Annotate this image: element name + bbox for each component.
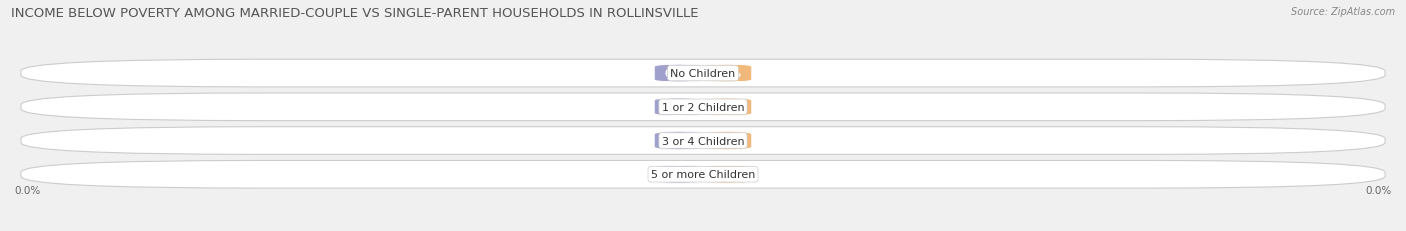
Text: 0.0%: 0.0% [713, 170, 741, 179]
FancyBboxPatch shape [703, 65, 751, 82]
Text: 0.0%: 0.0% [713, 136, 741, 146]
Text: No Children: No Children [671, 69, 735, 79]
Text: 0.0%: 0.0% [713, 102, 741, 112]
FancyBboxPatch shape [703, 166, 751, 183]
FancyBboxPatch shape [21, 127, 1385, 155]
Text: INCOME BELOW POVERTY AMONG MARRIED-COUPLE VS SINGLE-PARENT HOUSEHOLDS IN ROLLINS: INCOME BELOW POVERTY AMONG MARRIED-COUPL… [11, 7, 699, 20]
Text: 0.0%: 0.0% [665, 102, 693, 112]
Text: 3 or 4 Children: 3 or 4 Children [662, 136, 744, 146]
Text: 5 or more Children: 5 or more Children [651, 170, 755, 179]
Text: 0.0%: 0.0% [14, 185, 41, 195]
FancyBboxPatch shape [703, 99, 751, 116]
Text: 0.0%: 0.0% [665, 170, 693, 179]
FancyBboxPatch shape [21, 161, 1385, 188]
FancyBboxPatch shape [21, 60, 1385, 88]
Text: 1 or 2 Children: 1 or 2 Children [662, 102, 744, 112]
Text: 0.0%: 0.0% [665, 136, 693, 146]
Text: 0.0%: 0.0% [1365, 185, 1392, 195]
FancyBboxPatch shape [655, 132, 703, 150]
FancyBboxPatch shape [655, 166, 703, 183]
FancyBboxPatch shape [655, 65, 703, 82]
FancyBboxPatch shape [21, 94, 1385, 121]
Text: Source: ZipAtlas.com: Source: ZipAtlas.com [1291, 7, 1395, 17]
FancyBboxPatch shape [703, 132, 751, 150]
FancyBboxPatch shape [655, 99, 703, 116]
Text: 0.0%: 0.0% [665, 69, 693, 79]
Text: 0.0%: 0.0% [713, 69, 741, 79]
